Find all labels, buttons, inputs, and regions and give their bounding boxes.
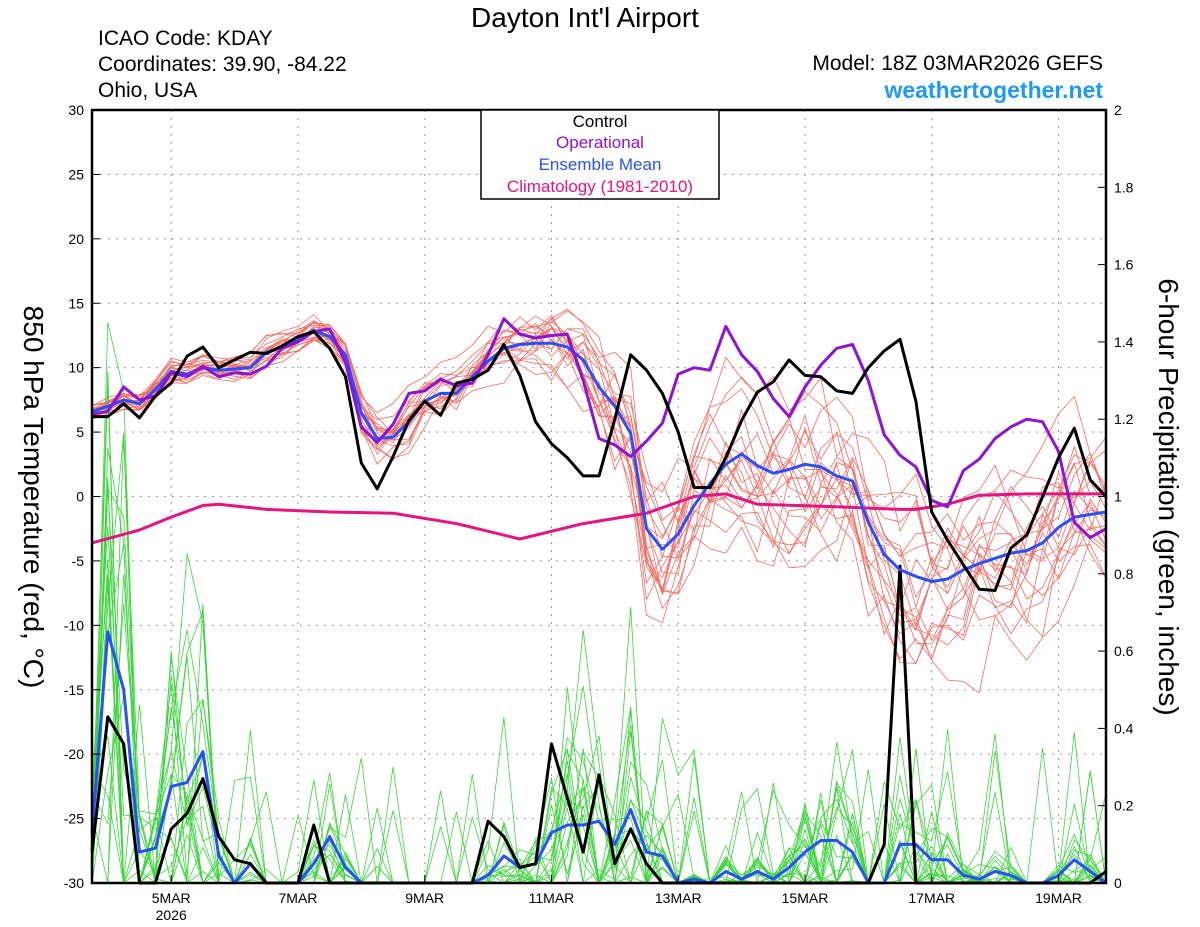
precip-member-line (91, 543, 1107, 885)
temp-member-line (91, 321, 1107, 645)
x-tick-label: 9MAR (405, 890, 444, 906)
y2-tick-label: 0.8 (1114, 566, 1134, 582)
precip-member-line (91, 371, 1106, 885)
precip-member-line (91, 447, 1107, 885)
axis-ticks: 302520151050-5-10-15-20-25-3021.81.61.41… (64, 102, 1134, 923)
precip-member-line (91, 686, 1107, 885)
temp-ensemble-mean-line (91, 328, 1107, 583)
grid-lines (92, 110, 1106, 883)
y-tick-label: -30 (64, 875, 84, 891)
precip-member-line (91, 485, 1107, 884)
location: Ohio, USA (98, 79, 198, 102)
precip-member-line (91, 603, 1107, 885)
precip-control-line (90, 564, 1107, 885)
x-year-label: 2026 (156, 907, 187, 923)
x-tick-label: 15MAR (782, 890, 829, 906)
temp-member-line (91, 328, 1107, 591)
y-tick-label: -10 (64, 617, 84, 633)
y2-tick-label: 1.8 (1114, 179, 1134, 195)
y-axis-label-right: 6-hour Precipitation (green, inches) (1153, 278, 1184, 716)
y-tick-label: -25 (64, 811, 84, 827)
y-tick-label: -20 (64, 746, 84, 762)
temp-control-line (92, 330, 1108, 592)
y2-tick-label: 0.4 (1114, 720, 1134, 736)
coordinates: Coordinates: 39.90, -84.22 (98, 53, 347, 76)
precip-member-line (91, 432, 1107, 884)
temp-member-line (91, 321, 1107, 596)
legend-operational: Operational (556, 133, 644, 152)
y-tick-label: -5 (72, 553, 85, 569)
x-tick-label: 11MAR (529, 890, 575, 906)
precip-member-line (91, 553, 1107, 884)
series-lines (90, 317, 1108, 885)
y-tick-label: 10 (68, 360, 84, 376)
legend: Control Operational Ensemble Mean Climat… (480, 109, 720, 200)
temp-member-line (91, 314, 1107, 632)
temp-member-line (91, 331, 1107, 665)
y2-tick-label: 0.2 (1114, 798, 1134, 814)
temp-operational-line (91, 317, 1107, 540)
site-link[interactable]: weathertogether.net (884, 77, 1103, 103)
legend-control: Control (573, 112, 628, 131)
x-tick-label: 19MAR (1035, 890, 1082, 906)
y2-tick-label: 2 (1114, 102, 1122, 118)
icao-code: ICAO Code: KDAY (98, 27, 273, 50)
x-tick-label: 13MAR (655, 890, 702, 906)
y-tick-label: 25 (68, 166, 84, 182)
y2-tick-label: 1.4 (1114, 334, 1134, 350)
temp-member-line (91, 314, 1107, 608)
precip-member-line (91, 650, 1107, 885)
y-tick-label: 15 (68, 295, 84, 311)
y2-tick-label: 1.6 (1114, 257, 1134, 273)
temp-member-line (91, 339, 1107, 599)
precip-ensemble-mean-line (90, 630, 1107, 885)
x-tick-label: 7MAR (279, 890, 318, 906)
y-tick-label: 0 (76, 489, 84, 505)
y-tick-label: 30 (68, 102, 84, 118)
precip-member-line (91, 558, 1107, 884)
ensemble-members (91, 308, 1107, 885)
y-axis-label-left: 850 hPa Temperature (red, °C) (18, 305, 49, 689)
y-tick-label: 5 (76, 424, 84, 440)
y2-tick-label: 0.6 (1114, 643, 1134, 659)
model-run: Model: 18Z 03MAR2026 GEFS (812, 52, 1103, 75)
temp-member-line (91, 339, 1107, 661)
legend-climatology: Climatology (1981-2010) (507, 177, 693, 196)
temp-member-line (91, 326, 1107, 661)
x-tick-label: 17MAR (908, 890, 955, 906)
precip-member-line (91, 584, 1107, 885)
legend-box (480, 109, 720, 200)
page-title: Dayton Int'l Airport (471, 2, 699, 33)
x-tick-label: 5MAR (152, 890, 191, 906)
precip-member-line (91, 574, 1107, 884)
precip-member-line (91, 574, 1106, 885)
temp-member-line (91, 321, 1107, 609)
y-tick-label: -15 (64, 682, 84, 698)
legend-ensemble-mean: Ensemble Mean (539, 155, 662, 174)
y2-tick-label: 0 (1114, 875, 1122, 891)
y-tick-label: 20 (68, 231, 84, 247)
y2-tick-label: 1.2 (1114, 411, 1134, 427)
climatology-line (91, 492, 1106, 545)
y2-tick-label: 1 (1114, 489, 1122, 505)
